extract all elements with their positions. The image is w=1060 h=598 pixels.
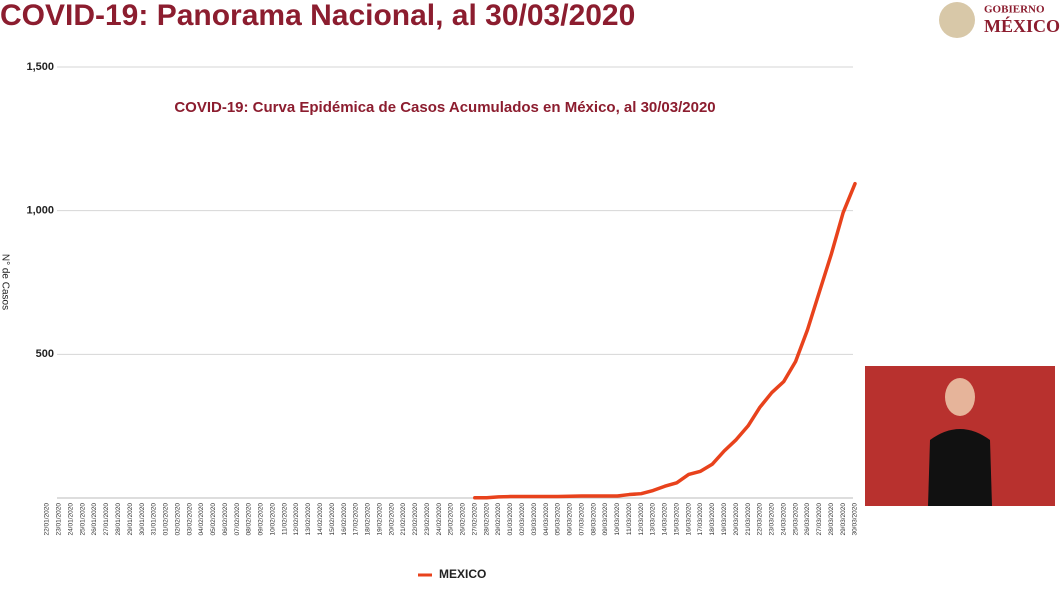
- x-tick-label: 14/02/2020: [317, 503, 324, 536]
- x-tick-label: 01/02/2020: [163, 503, 170, 536]
- x-tick-label: 11/03/2020: [626, 503, 633, 535]
- logo-text: GOBIERNO: [984, 4, 1045, 16]
- x-tick-label: 19/02/2020: [376, 503, 383, 536]
- x-tick-label: 21/02/2020: [400, 503, 407, 536]
- x-tick-label: 04/03/2020: [543, 503, 550, 536]
- inset-face: [945, 378, 975, 416]
- x-tick-label: 24/02/2020: [436, 503, 443, 536]
- x-tick-label: 23/03/2020: [769, 503, 776, 536]
- inset-body: [928, 429, 992, 506]
- x-tick-label: 27/03/2020: [816, 503, 823, 536]
- x-tick-label: 09/03/2020: [602, 503, 609, 536]
- x-tick-label: 26/03/2020: [804, 503, 811, 536]
- x-tick-label: 23/01/2020: [56, 503, 63, 536]
- x-tick-label: 08/03/2020: [590, 503, 597, 536]
- x-tick-label: 03/02/2020: [186, 503, 193, 536]
- x-tick-label: 17/02/2020: [353, 503, 360, 536]
- x-tick-label: 07/02/2020: [234, 503, 241, 536]
- logo-emblem: [939, 2, 975, 38]
- x-tick-label: 30/03/2020: [852, 503, 859, 536]
- x-tick-label: 23/02/2020: [424, 503, 431, 536]
- x-tick-label: 11/02/2020: [281, 503, 288, 535]
- x-tick-label: 22/02/2020: [412, 503, 419, 536]
- x-tick-label: 04/02/2020: [198, 503, 205, 536]
- x-tick-label: 02/03/2020: [519, 503, 526, 536]
- x-tick-label: 31/01/2020: [151, 503, 158, 536]
- interpreter-inset: [865, 366, 1055, 506]
- x-tick-label: 13/03/2020: [650, 503, 657, 536]
- legend-label: MEXICO: [439, 567, 486, 581]
- data-line: [473, 181, 857, 500]
- x-tick-label: 06/03/2020: [567, 503, 574, 536]
- x-tick-label: 26/01/2020: [91, 503, 98, 536]
- x-tick-label: 01/03/2020: [507, 503, 514, 536]
- x-tick-label: 10/03/2020: [614, 503, 621, 536]
- x-tick-label: 22/03/2020: [757, 503, 764, 536]
- x-tick-label: 22/01/2020: [44, 503, 51, 536]
- x-tick-label: 05/03/2020: [555, 503, 562, 536]
- x-tick-label: 08/02/2020: [246, 503, 253, 536]
- x-tick-label: 18/02/2020: [365, 503, 372, 536]
- x-tick-label: 26/02/2020: [460, 503, 467, 536]
- y-tick-label: 500: [36, 348, 54, 360]
- slide-title: COVID-19: Panorama Nacional, al 30/03/20…: [0, 0, 635, 32]
- y-tick-label: 1,000: [26, 205, 54, 217]
- x-tick-label: 19/03/2020: [721, 503, 728, 536]
- x-tick-label: 02/02/2020: [174, 503, 181, 536]
- y-axis-label: N° de Casos: [0, 254, 10, 310]
- x-tick-label: 28/01/2020: [115, 503, 122, 536]
- y-tick-label: 1,500: [26, 61, 54, 73]
- x-tick-label: 03/03/2020: [531, 503, 538, 536]
- x-tick-label: 09/02/2020: [258, 503, 265, 536]
- x-tick-label: 30/01/2020: [139, 503, 146, 536]
- x-tick-label: 25/01/2020: [79, 503, 86, 536]
- x-tick-label: 07/03/2020: [578, 503, 585, 536]
- x-tick-label: 15/03/2020: [673, 503, 680, 536]
- x-tick-label: 29/02/2020: [495, 503, 502, 536]
- x-tick-label: 29/01/2020: [127, 503, 134, 536]
- x-tick-label: 06/02/2020: [222, 503, 229, 536]
- x-tick-label: 16/02/2020: [341, 503, 348, 536]
- x-tick-label: 10/02/2020: [269, 503, 276, 536]
- x-tick-label: 21/03/2020: [745, 503, 752, 536]
- x-tick-label: 20/02/2020: [388, 503, 395, 536]
- x-tick-label: 05/02/2020: [210, 503, 217, 536]
- x-tick-label: 25/03/2020: [792, 503, 799, 536]
- x-tick-label: 16/03/2020: [685, 503, 692, 536]
- x-tick-label: 24/01/2020: [67, 503, 74, 536]
- x-tick-label: 14/03/2020: [662, 503, 669, 536]
- x-tick-label: 15/02/2020: [329, 503, 336, 536]
- x-tick-label: 25/02/2020: [448, 503, 455, 536]
- x-tick-label: 29/03/2020: [840, 503, 847, 536]
- logo-text: MÉXICO: [984, 15, 1060, 36]
- x-tick-label: 17/03/2020: [697, 503, 704, 536]
- x-tick-label: 18/03/2020: [709, 503, 716, 536]
- x-tick-label: 28/03/2020: [828, 503, 835, 536]
- chart-title: COVID-19: Curva Epidémica de Casos Acumu…: [174, 99, 715, 116]
- x-tick-label: 27/01/2020: [103, 503, 110, 536]
- x-tick-label: 24/03/2020: [780, 503, 787, 536]
- x-tick-label: 13/02/2020: [305, 503, 312, 536]
- x-tick-label: 28/02/2020: [483, 503, 490, 536]
- x-tick-label: 12/02/2020: [293, 503, 300, 536]
- x-tick-label: 20/03/2020: [733, 503, 740, 536]
- x-tick-label: 12/03/2020: [638, 503, 645, 536]
- x-tick-label: 27/02/2020: [471, 503, 478, 536]
